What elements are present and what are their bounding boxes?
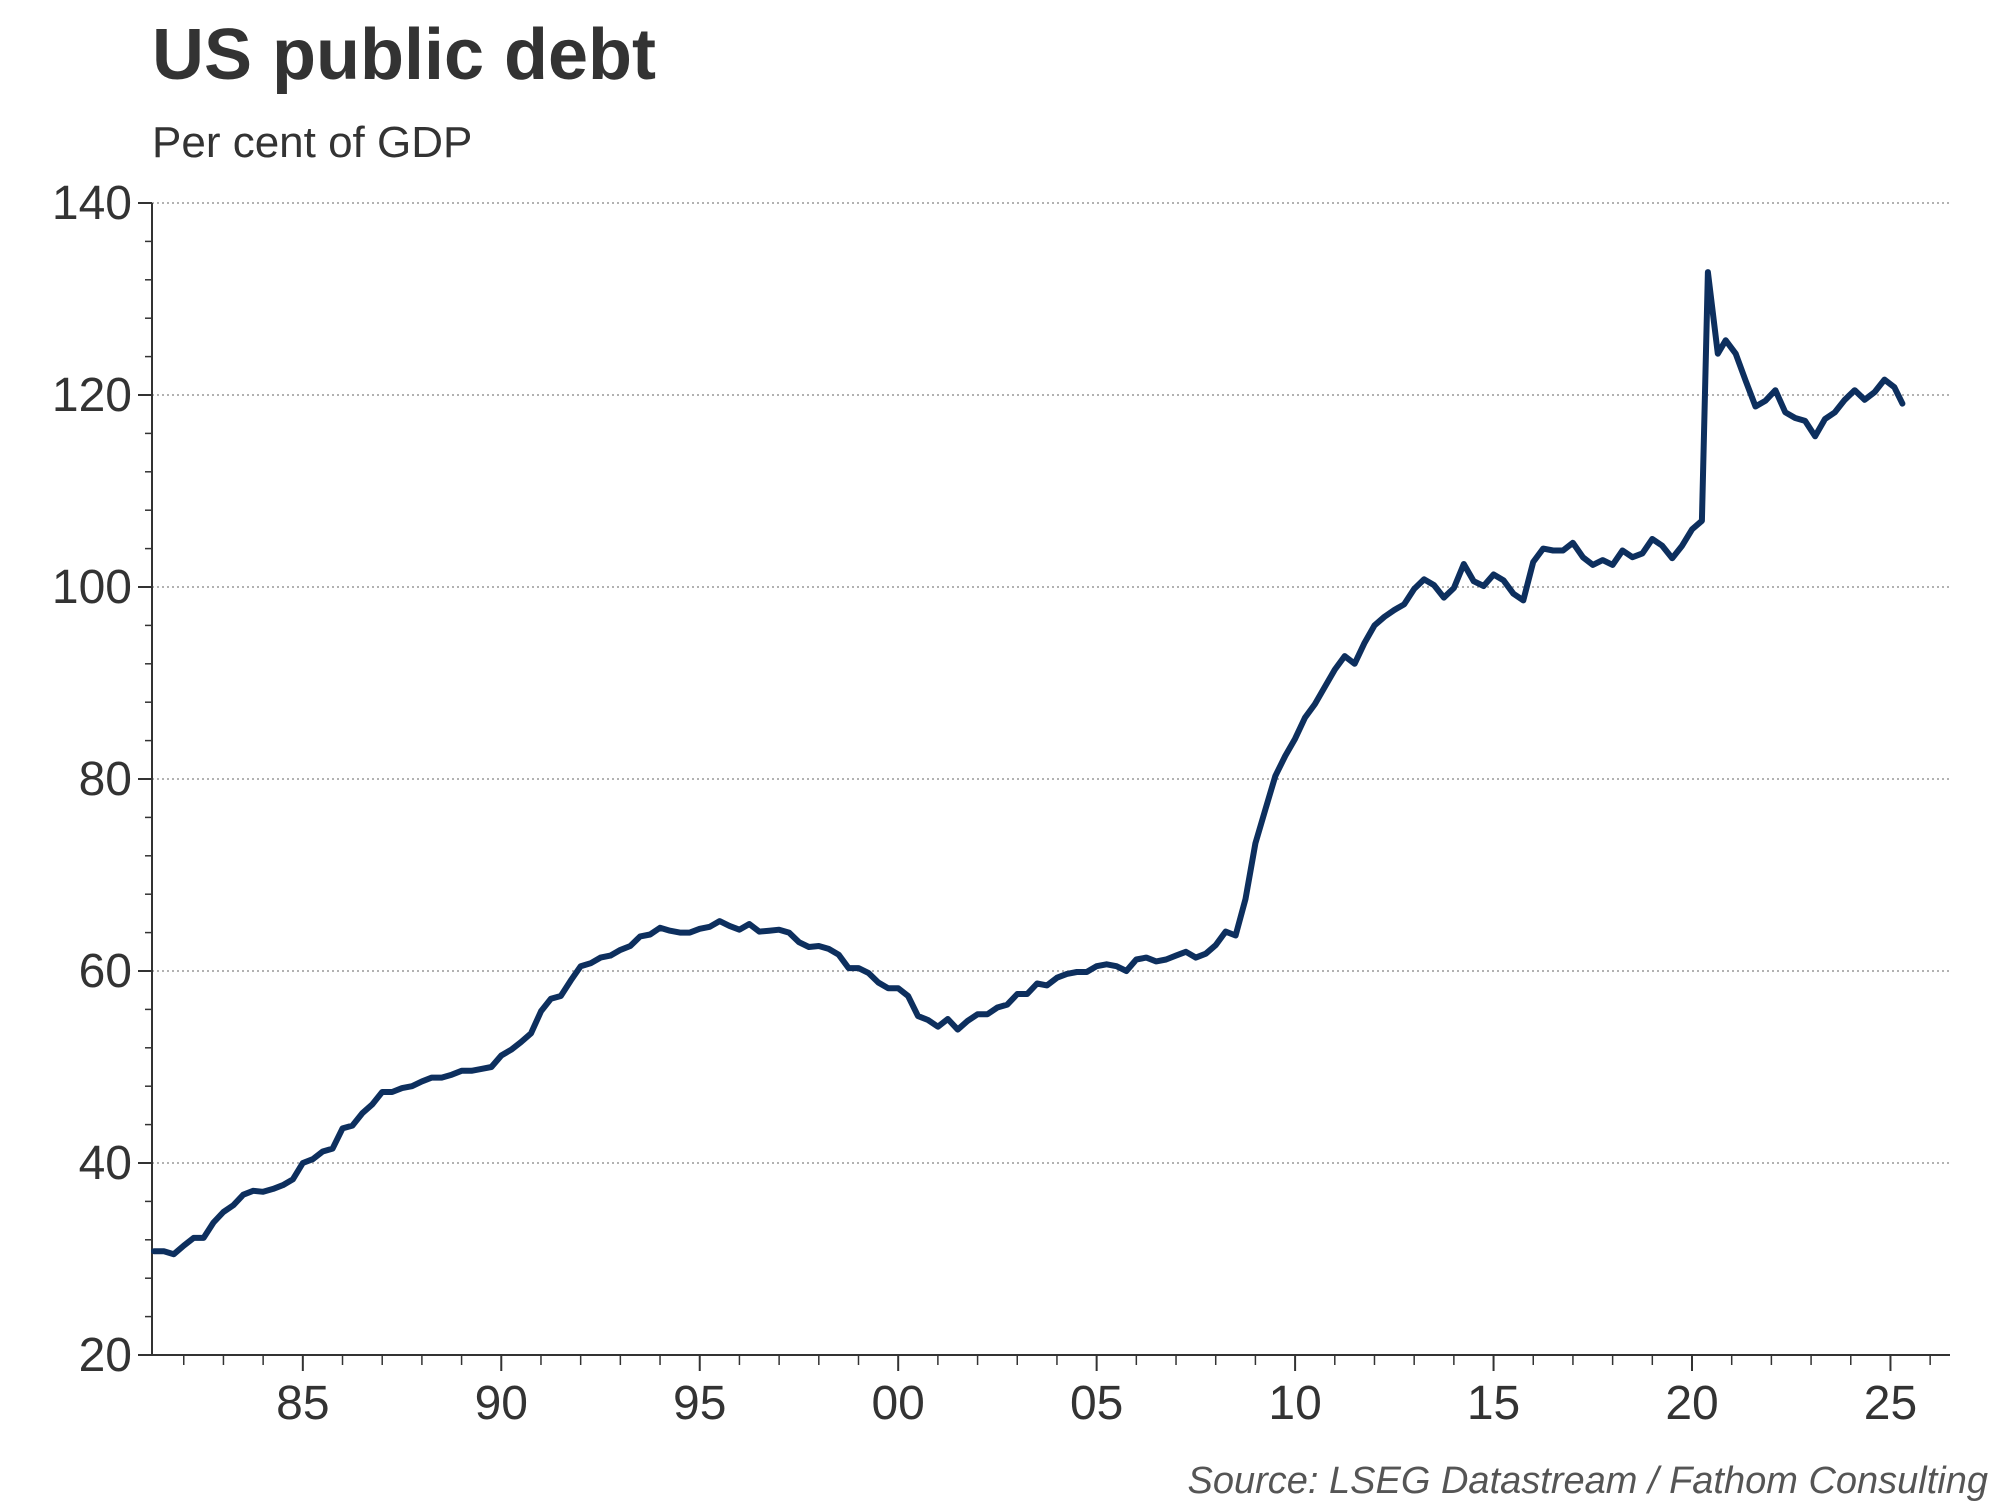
- x-tick-label: 05: [1070, 1377, 1123, 1430]
- y-tick-label: 100: [52, 561, 132, 614]
- gridlines: [152, 202, 1950, 1164]
- series-layer: [151, 269, 1906, 1258]
- series-line-0: [151, 269, 1906, 1258]
- x-tick-label: 85: [276, 1377, 329, 1430]
- axes: [138, 202, 1950, 1371]
- y-tick-label: 80: [79, 753, 132, 806]
- x-axis-tick-labels: 85 90 95 00 05 10 15 20 25: [276, 1377, 1917, 1430]
- x-tick-label: 00: [871, 1377, 924, 1430]
- x-tick-label: 25: [1864, 1377, 1917, 1430]
- y-axis-tick-labels: 20 40 60 80 100 120 140: [52, 177, 132, 1382]
- y-tick-label: 20: [79, 1329, 132, 1382]
- y-tick-label: 60: [79, 945, 132, 998]
- y-tick-label: 40: [79, 1137, 132, 1190]
- x-tick-label: 90: [475, 1377, 528, 1430]
- x-tick-label: 20: [1665, 1377, 1718, 1430]
- x-tick-label: 95: [673, 1377, 726, 1430]
- source-note: Source: LSEG Datastream / Fathom Consult…: [1187, 1460, 1988, 1502]
- y-tick-label: 140: [52, 177, 132, 230]
- chart-subtitle: Per cent of GDP: [152, 118, 473, 167]
- y-tick-label: 120: [52, 369, 132, 422]
- x-tick-label: 15: [1467, 1377, 1520, 1430]
- x-tick-label: 10: [1268, 1377, 1321, 1430]
- chart-title: US public debt: [152, 15, 656, 95]
